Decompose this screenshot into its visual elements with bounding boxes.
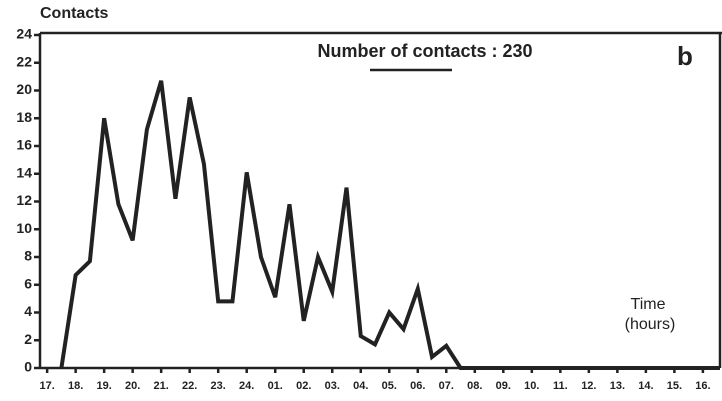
x-tick-label: 02. [296, 380, 311, 392]
x-tick-label: 08. [467, 380, 482, 392]
y-tick-label: 12 [16, 192, 32, 208]
y-tick-label: 16 [16, 137, 32, 153]
y-tick-label: 10 [16, 220, 32, 236]
y-tick-label: 24 [16, 26, 32, 42]
chart-title: Number of contacts : 230 [317, 41, 532, 61]
x-tick-label: 16. [695, 380, 710, 392]
y-tick-label: 2 [24, 331, 32, 347]
x-tick-label: 18. [68, 380, 83, 392]
panel-label: b [677, 41, 693, 71]
x-tick-label: 06. [410, 380, 425, 392]
y-tick-label: 18 [16, 109, 32, 125]
x-tick-label: 19. [97, 380, 112, 392]
y-tick-label: 8 [24, 248, 32, 264]
x-tick-label: 20. [125, 380, 140, 392]
x-tick-label: 04. [353, 380, 368, 392]
x-tick-label: 23. [211, 380, 226, 392]
x-tick-label: 14. [638, 380, 653, 392]
y-tick-label: 4 [24, 303, 32, 319]
y-axis-label: Contacts [40, 5, 109, 22]
x-tick-label: 07. [439, 380, 454, 392]
x-tick-label: 22. [182, 380, 197, 392]
x-tick-label: 13. [610, 380, 625, 392]
x-tick-label: 24. [239, 380, 254, 392]
x-tick-label: 05. [382, 380, 397, 392]
x-tick-label: 09. [496, 380, 511, 392]
x-tick-label: 17. [39, 380, 54, 392]
x-axis-label: (hours) [625, 316, 676, 333]
x-tick-label: 21. [154, 380, 169, 392]
x-axis-label: Time [631, 296, 666, 313]
y-tick-label: 6 [24, 275, 32, 291]
x-tick-label: 01. [268, 380, 283, 392]
x-tick-label: 12. [581, 380, 596, 392]
y-tick-label: 20 [16, 81, 32, 97]
x-tick-label: 03. [325, 380, 340, 392]
y-tick-label: 22 [16, 53, 32, 69]
data-line [59, 80, 720, 370]
x-tick-label: 10. [524, 380, 539, 392]
y-tick-label: 0 [24, 359, 32, 375]
x-tick-label: 15. [667, 380, 682, 392]
x-tick-label: 11. [553, 380, 568, 392]
y-tick-label: 14 [16, 164, 32, 180]
